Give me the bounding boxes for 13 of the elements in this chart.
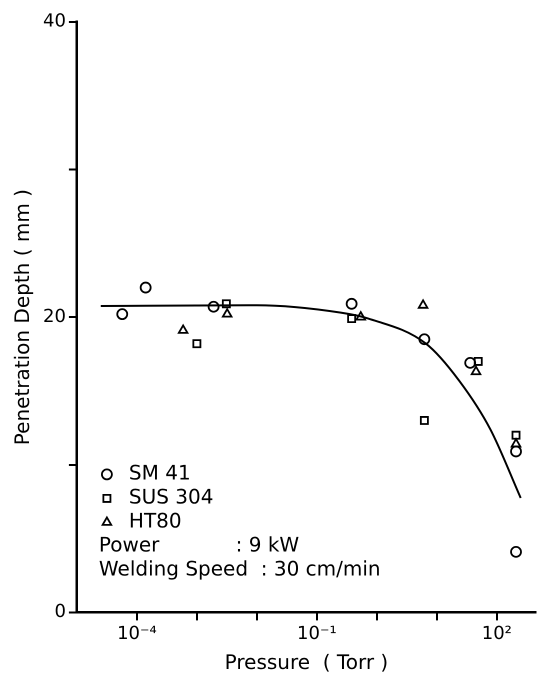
- x-tick-label: 10⁻¹: [297, 622, 337, 644]
- y-tick-label: 20: [43, 306, 66, 327]
- x-tick-label: 10²: [482, 622, 512, 644]
- x-tick-label: 10⁻⁴: [117, 622, 157, 644]
- x-axis-title: Pressure ( Torr ): [224, 650, 388, 674]
- y-tick-label: 40: [43, 10, 66, 32]
- y-tick-label: 0: [54, 601, 66, 622]
- legend-label: HT80: [128, 508, 182, 533]
- annotation: Power : 9 kW: [98, 532, 300, 557]
- legend-label: SUS 304: [128, 484, 214, 509]
- annotation: Welding Speed : 30 cm/min: [98, 556, 381, 581]
- legend-label: SM 41: [128, 460, 191, 485]
- y-axis-title: Penetration Depth ( mm ): [10, 189, 34, 446]
